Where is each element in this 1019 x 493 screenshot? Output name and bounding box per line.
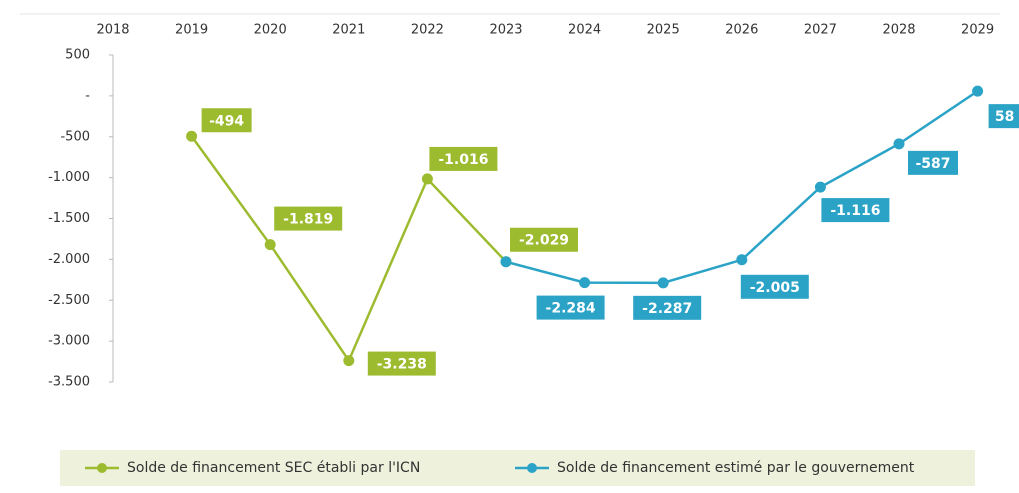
point	[500, 256, 512, 268]
label-box	[201, 108, 252, 133]
x-tick-label: 2028	[882, 23, 915, 38]
label-box	[633, 295, 702, 320]
point	[186, 130, 198, 142]
legend-dot	[527, 463, 537, 473]
x-tick-label: 2018	[96, 23, 129, 38]
series-line	[505, 90, 979, 285]
point	[814, 181, 826, 193]
data-label: 58	[995, 109, 1014, 125]
x-tick-label: 2023	[489, 23, 522, 38]
label-box	[740, 274, 809, 299]
point	[657, 277, 669, 289]
y-tick-label: -	[85, 88, 90, 103]
data-label: -2.284	[546, 301, 596, 317]
y-tick-label: -2.000	[48, 252, 90, 267]
data-label: -587	[915, 156, 950, 172]
point	[893, 138, 905, 150]
label-box	[510, 227, 578, 252]
label-box	[274, 206, 343, 231]
x-tick-label: 2021	[332, 23, 365, 38]
point	[736, 254, 748, 266]
point	[972, 85, 984, 97]
data-label: -2.287	[642, 301, 692, 317]
y-tick-label: -2.500	[48, 293, 90, 308]
y-tick-label: 500	[65, 48, 90, 63]
y-tick-label: -500	[60, 129, 90, 144]
point	[421, 173, 433, 185]
data-label: -1.116	[830, 203, 880, 219]
x-tick-label: 2020	[254, 23, 287, 38]
y-tick-label: -1.500	[48, 211, 90, 226]
label-box	[988, 104, 1019, 129]
point	[343, 355, 355, 367]
data-label: -2.029	[519, 233, 569, 249]
data-label: -494	[209, 113, 244, 129]
legend-dot	[97, 463, 107, 473]
x-tick-label: 2026	[725, 23, 758, 38]
label-box	[367, 351, 436, 376]
data-label: -1.016	[438, 152, 488, 168]
label-box	[821, 198, 890, 223]
legend-label: Solde de financement SEC établi par l'IC…	[127, 460, 420, 476]
data-label: -3.238	[377, 357, 427, 373]
label-box	[908, 150, 958, 175]
y-tick-label: -3.500	[48, 375, 90, 390]
x-tick-label: 2027	[804, 23, 837, 38]
y-tick-label: -3.000	[48, 334, 90, 349]
x-tick-label: 2024	[568, 23, 601, 38]
x-tick-label: 2025	[647, 23, 680, 38]
x-tick-label: 2022	[411, 23, 444, 38]
label-box	[429, 146, 498, 171]
data-label: -1.819	[283, 212, 333, 228]
point	[264, 239, 276, 251]
label-box	[536, 295, 605, 320]
x-tick-label: 2019	[175, 23, 208, 38]
y-tick-label: -1.000	[48, 170, 90, 185]
legend-label: Solde de financement estimé par le gouve…	[557, 460, 915, 476]
point	[579, 277, 591, 289]
x-tick-label: 2029	[961, 23, 994, 38]
data-label: -2.005	[750, 280, 800, 296]
